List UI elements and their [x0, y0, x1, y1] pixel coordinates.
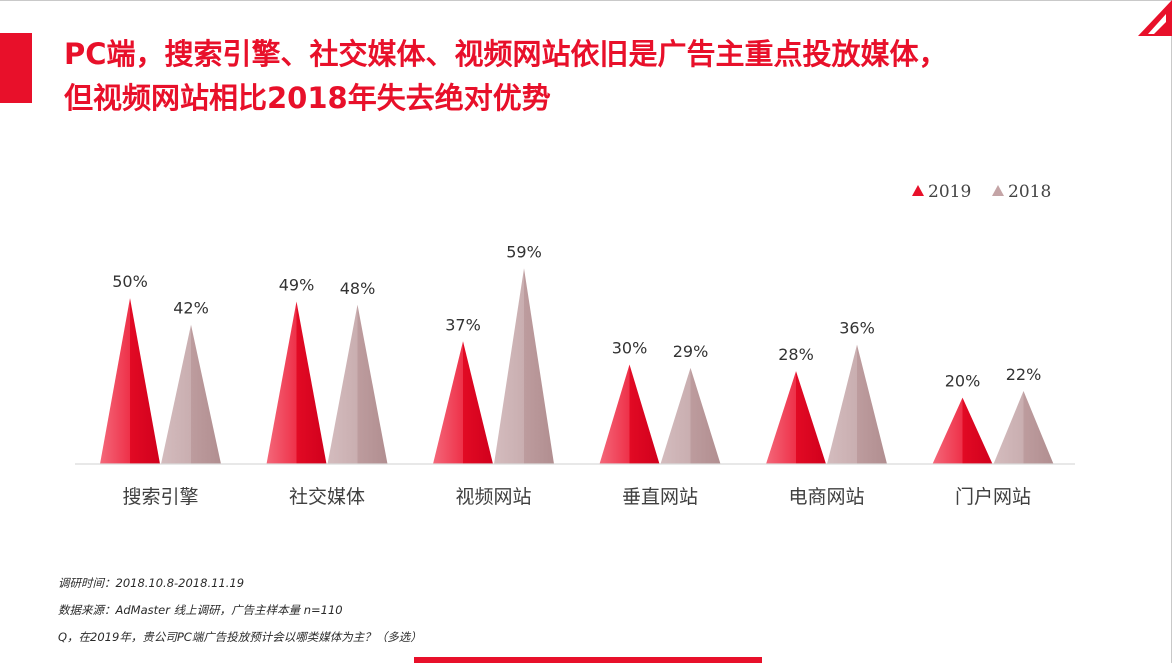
data-label-2019-5: 20%: [945, 372, 981, 391]
legend-swatch-2019: [912, 185, 924, 196]
legend-label-2019: 2019: [928, 182, 971, 202]
category-label-4: 电商网站: [788, 486, 864, 508]
chart-marks: 50% 42% 49% 48% 37% 59% 30% 29% 28% 36% 20% 22%: [100, 242, 1054, 464]
legend-swatch-2018: [992, 185, 1004, 196]
legend-label-2018: 2018: [1008, 182, 1051, 202]
category-labels: 搜索引擎 社交媒体 视频网站 垂直网站 电商网站 门户网站: [122, 486, 1031, 508]
data-label-2018-3: 29%: [673, 342, 709, 361]
data-label-2019-3: 30%: [612, 339, 648, 358]
triangle-2019-5: [932, 397, 993, 464]
data-label-2019-4: 28%: [778, 345, 814, 364]
triangle-2019-1: [266, 301, 327, 464]
category-label-5: 门户网站: [955, 486, 1031, 508]
top-border: [0, 0, 1172, 1]
triangle-2019-3: [599, 364, 660, 464]
triangle-bar-chart: 2019 2018 50% 42% 49% 48% 37% 59% 30% 29% 28% 36% 2…: [75, 182, 1075, 508]
chart-legend: 2019 2018: [912, 182, 1051, 202]
triangle-2018-1: [327, 304, 388, 464]
triangle-2019-2: [433, 341, 493, 464]
triangle-2019-0: [100, 298, 160, 464]
category-label-1: 社交媒体: [289, 486, 365, 508]
data-label-2018-4: 36%: [839, 319, 875, 338]
page-title-line-1: PC端，搜索引擎、社交媒体、视频网站依旧是广告主重点投放媒体，: [64, 37, 948, 71]
data-label-2018-2: 59%: [506, 242, 542, 261]
triangle-2018-4: [827, 344, 887, 464]
data-label-2019-0: 50%: [112, 272, 148, 291]
page-title: PC端，搜索引擎、社交媒体、视频网站依旧是广告主重点投放媒体， 但视频网站相比2…: [64, 32, 1144, 120]
triangle-2018-2: [494, 268, 554, 464]
footnotes: 调研时间：2018.10.8-2018.11.19 数据来源：AdMaster …: [58, 570, 422, 651]
data-label-2018-5: 22%: [1006, 365, 1042, 384]
brand-logo-icon: [1138, 0, 1172, 36]
category-label-2: 视频网站: [455, 486, 531, 508]
category-label-3: 垂直网站: [622, 486, 698, 508]
triangle-2018-5: [993, 391, 1054, 464]
data-label-2018-1: 48%: [340, 279, 376, 298]
triangle-2019-4: [766, 371, 826, 464]
title-accent-bar: [0, 33, 32, 103]
data-label-2019-2: 37%: [445, 315, 481, 334]
triangle-2018-0: [161, 324, 221, 464]
data-source-note: 数据来源：AdMaster 线上调研，广告主样本量 n=110: [58, 603, 343, 617]
data-label-2019-1: 49%: [279, 275, 315, 294]
bottom-accent-bar: [414, 657, 762, 663]
category-label-0: 搜索引擎: [122, 486, 198, 508]
survey-question-note: Q，在2019年，贵公司PC端广告投放预计会以哪类媒体为主？（多选）: [58, 630, 422, 644]
page-title-line-2: 但视频网站相比2018年失去绝对优势: [64, 81, 551, 115]
triangle-2018-3: [660, 367, 721, 464]
data-label-2018-0: 42%: [173, 299, 209, 318]
survey-time-note: 调研时间：2018.10.8-2018.11.19: [58, 576, 245, 590]
